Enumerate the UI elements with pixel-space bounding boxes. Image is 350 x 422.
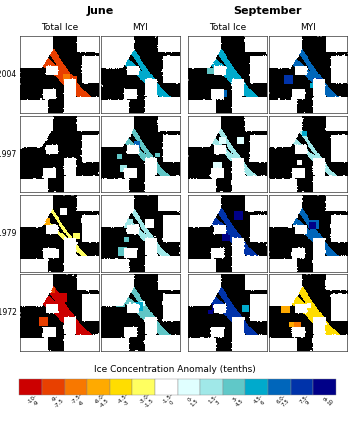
Text: -4.5-
-3: -4.5- -3: [117, 392, 133, 409]
Text: Ice Concentration Anomaly (tenths): Ice Concentration Anomaly (tenths): [94, 365, 256, 374]
Text: -3.0-
-1.5: -3.0- -1.5: [139, 392, 156, 409]
Bar: [291, 379, 313, 395]
Bar: [155, 379, 177, 395]
Text: 4.5-
6: 4.5- 6: [253, 393, 268, 408]
Text: -9-
-7.5: -9- -7.5: [49, 393, 65, 408]
Bar: [19, 379, 42, 395]
Bar: [110, 379, 132, 395]
Text: 7.5-
9: 7.5- 9: [298, 393, 314, 408]
Text: MYI: MYI: [132, 23, 148, 32]
Text: B. 1997: B. 1997: [0, 149, 16, 159]
Text: 1.5-
3: 1.5- 3: [208, 393, 223, 408]
Bar: [223, 379, 245, 395]
Text: Total Ice: Total Ice: [209, 23, 246, 32]
Text: -10-
-9: -10- -9: [27, 393, 42, 408]
Text: 9-
10: 9- 10: [322, 395, 335, 407]
Text: 3-
4.5: 3- 4.5: [231, 394, 245, 408]
Text: -6.0-
-4.5: -6.0- -4.5: [94, 392, 111, 409]
Text: MYI: MYI: [300, 23, 316, 32]
Text: Total Ice: Total Ice: [41, 23, 78, 32]
Bar: [200, 379, 223, 395]
Text: -7.5-
-6: -7.5- -6: [71, 392, 88, 409]
Bar: [132, 379, 155, 395]
Bar: [268, 379, 291, 395]
Bar: [245, 379, 268, 395]
Text: C. 1979: C. 1979: [0, 229, 16, 238]
Bar: [177, 379, 200, 395]
Bar: [42, 379, 64, 395]
Bar: [313, 379, 336, 395]
Text: 6.0-
7.5: 6.0- 7.5: [276, 393, 291, 408]
Text: -1.5-
0: -1.5- 0: [162, 392, 178, 409]
Text: A. 2004: A. 2004: [0, 70, 16, 79]
Text: June: June: [86, 6, 113, 16]
Bar: [87, 379, 110, 395]
Bar: [64, 379, 87, 395]
Text: September: September: [233, 6, 302, 16]
Text: 0-
1.5: 0- 1.5: [186, 394, 200, 408]
Text: D. 1972: D. 1972: [0, 308, 16, 317]
